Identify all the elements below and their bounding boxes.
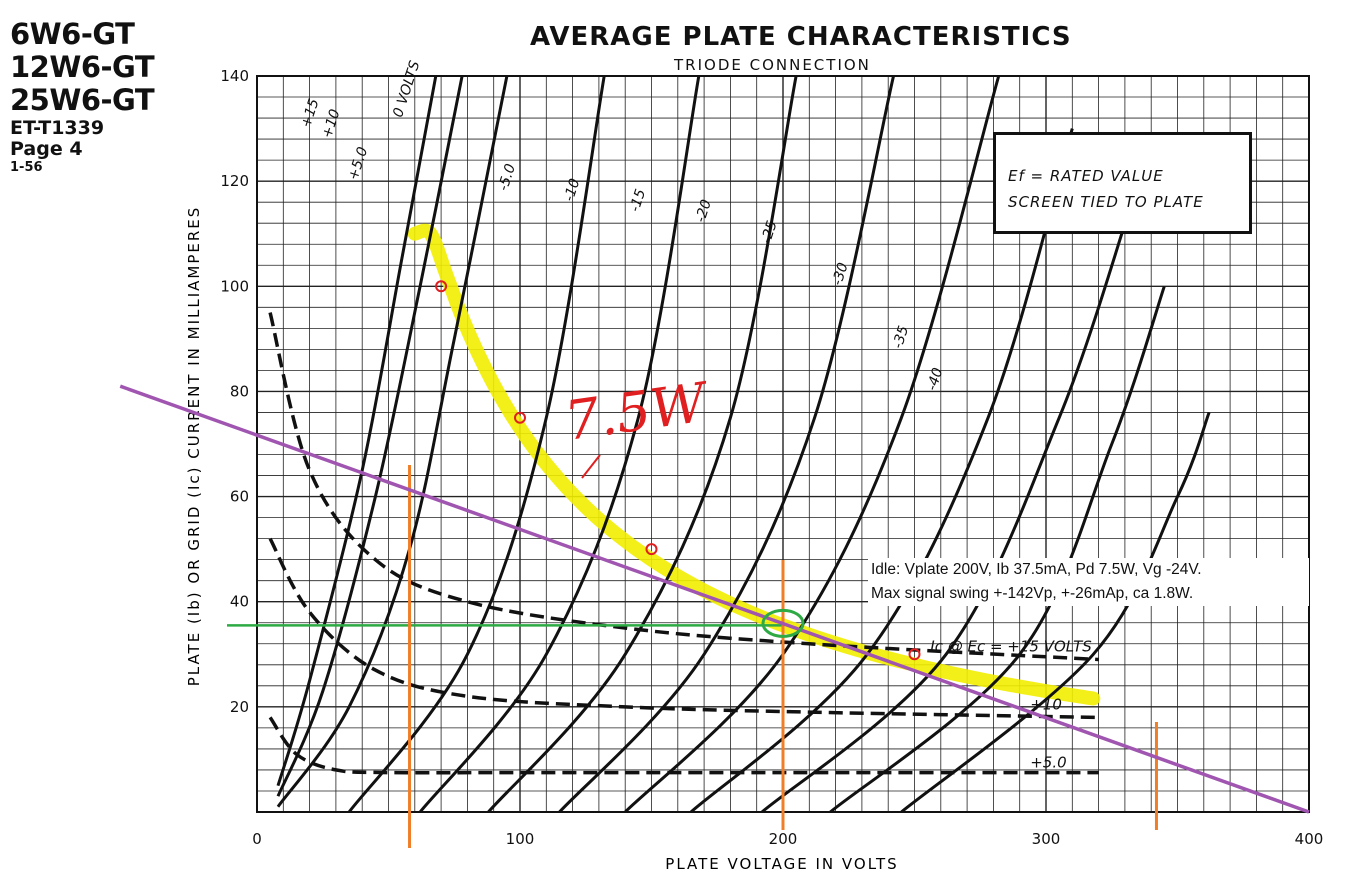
dissipation-point xyxy=(908,648,921,661)
plate-curve-label: -10 xyxy=(561,177,583,204)
page-number: Page 4 xyxy=(10,138,83,160)
y-tick-label: 120 xyxy=(220,172,249,190)
x-tick-label: 100 xyxy=(506,830,535,848)
y-tick-label: 100 xyxy=(220,277,249,295)
y-tick-label: 60 xyxy=(230,488,249,506)
plate-curve xyxy=(829,285,1166,812)
idle-line-1: Idle: Vplate 200V, Ib 37.5mA, Pd 7.5W, V… xyxy=(871,561,1202,578)
plate-curve xyxy=(900,411,1211,812)
plate-curve-label: -20 xyxy=(693,198,715,225)
grid-current-curve xyxy=(268,312,1099,662)
plate-curve-label: -5.0 xyxy=(495,162,519,193)
plate-curve-label: -30 xyxy=(829,261,851,288)
plate-curve-label: -35 xyxy=(890,324,912,351)
grid-current-curves xyxy=(268,312,1099,775)
conditions-note: Ef = RATED VALUE SCREEN TIED TO PLATE xyxy=(993,132,1252,234)
x-tick-label: 400 xyxy=(1295,830,1324,848)
x-tick-label: 300 xyxy=(1032,830,1061,848)
doc-date: 1-56 xyxy=(10,160,43,175)
x-tick-label: 0 xyxy=(252,830,262,848)
dissipation-band xyxy=(407,223,1101,706)
plate-curve xyxy=(689,128,1074,812)
plate-curve-label: +10 xyxy=(319,107,343,140)
y-tick-label: 80 xyxy=(230,382,249,400)
grid-current-curve xyxy=(268,716,1099,775)
plate-curve xyxy=(276,76,509,808)
dissipation-point xyxy=(645,543,658,556)
grid-curve-label: +10 xyxy=(1030,695,1062,713)
plate-curve xyxy=(558,76,895,812)
tube-type-1: 6W6-GT xyxy=(10,17,135,51)
grid-curve-label: Ic @ Ec = +15 VOLTS xyxy=(930,638,1092,656)
idle-annotation: Idle: Vplate 200V, Ib 37.5mA, Pd 7.5W, V… xyxy=(868,558,1309,606)
idle-point-marker xyxy=(761,608,805,638)
y-tick-label: 140 xyxy=(220,67,249,85)
note-line-2: SCREEN TIED TO PLATE xyxy=(1008,193,1204,211)
plate-curve xyxy=(487,76,798,812)
plate-curve-label: -15 xyxy=(627,187,649,214)
load-line xyxy=(119,384,1310,814)
y-tick-label: 40 xyxy=(230,593,249,611)
x-axis-label: PLATE VOLTAGE IN VOLTS xyxy=(665,855,898,873)
y-axis-label: PLATE (Ib) OR GRID (Ic) CURRENT IN MILLI… xyxy=(185,206,203,687)
handwritten-power-label: 7.5W xyxy=(561,370,714,453)
handwritten-tick xyxy=(581,454,601,479)
chart-subtitle: TRIODE CONNECTION xyxy=(674,56,871,74)
plate-curve-label: +5.0 xyxy=(346,145,372,182)
plate-curve xyxy=(418,76,701,812)
tube-type-2: 12W6-GT xyxy=(10,50,155,84)
plate-curve xyxy=(276,76,464,797)
x-tick-label: 200 xyxy=(769,830,798,848)
grid-current-curve xyxy=(268,537,1099,720)
plate-curve xyxy=(276,76,438,787)
plate-curve xyxy=(624,76,1001,812)
plate-curve xyxy=(761,206,1132,812)
plate-curve-label: -40 xyxy=(924,366,946,393)
plate-curve-label: -25 xyxy=(758,219,780,246)
tube-type-3: 25W6-GT xyxy=(10,83,155,117)
dissipation-point xyxy=(514,411,526,424)
doc-id: ET-T1339 xyxy=(10,117,105,139)
y-tick-label: 20 xyxy=(230,698,249,716)
idle-line-2: Max signal swing +-142Vp, +-26mAp, ca 1.… xyxy=(871,585,1194,602)
plate-curve-label: 0 VOLTS xyxy=(390,59,423,119)
tick-labels: 0 100 200 300 400 20 40 60 80 100 120 140 xyxy=(220,67,1323,848)
chart-title: AVERAGE PLATE CHARACTERISTICS xyxy=(530,22,1072,52)
grid-curve-label: +5.0 xyxy=(1030,753,1066,771)
note-line-1: Ef = RATED VALUE xyxy=(1008,167,1164,185)
plate-curve-label: +15 xyxy=(298,97,322,130)
tube-type-block: 6W6-GT 12W6-GT 25W6-GT ET-T1339 Page 4 1… xyxy=(10,17,155,175)
dissipation-point xyxy=(435,280,448,293)
